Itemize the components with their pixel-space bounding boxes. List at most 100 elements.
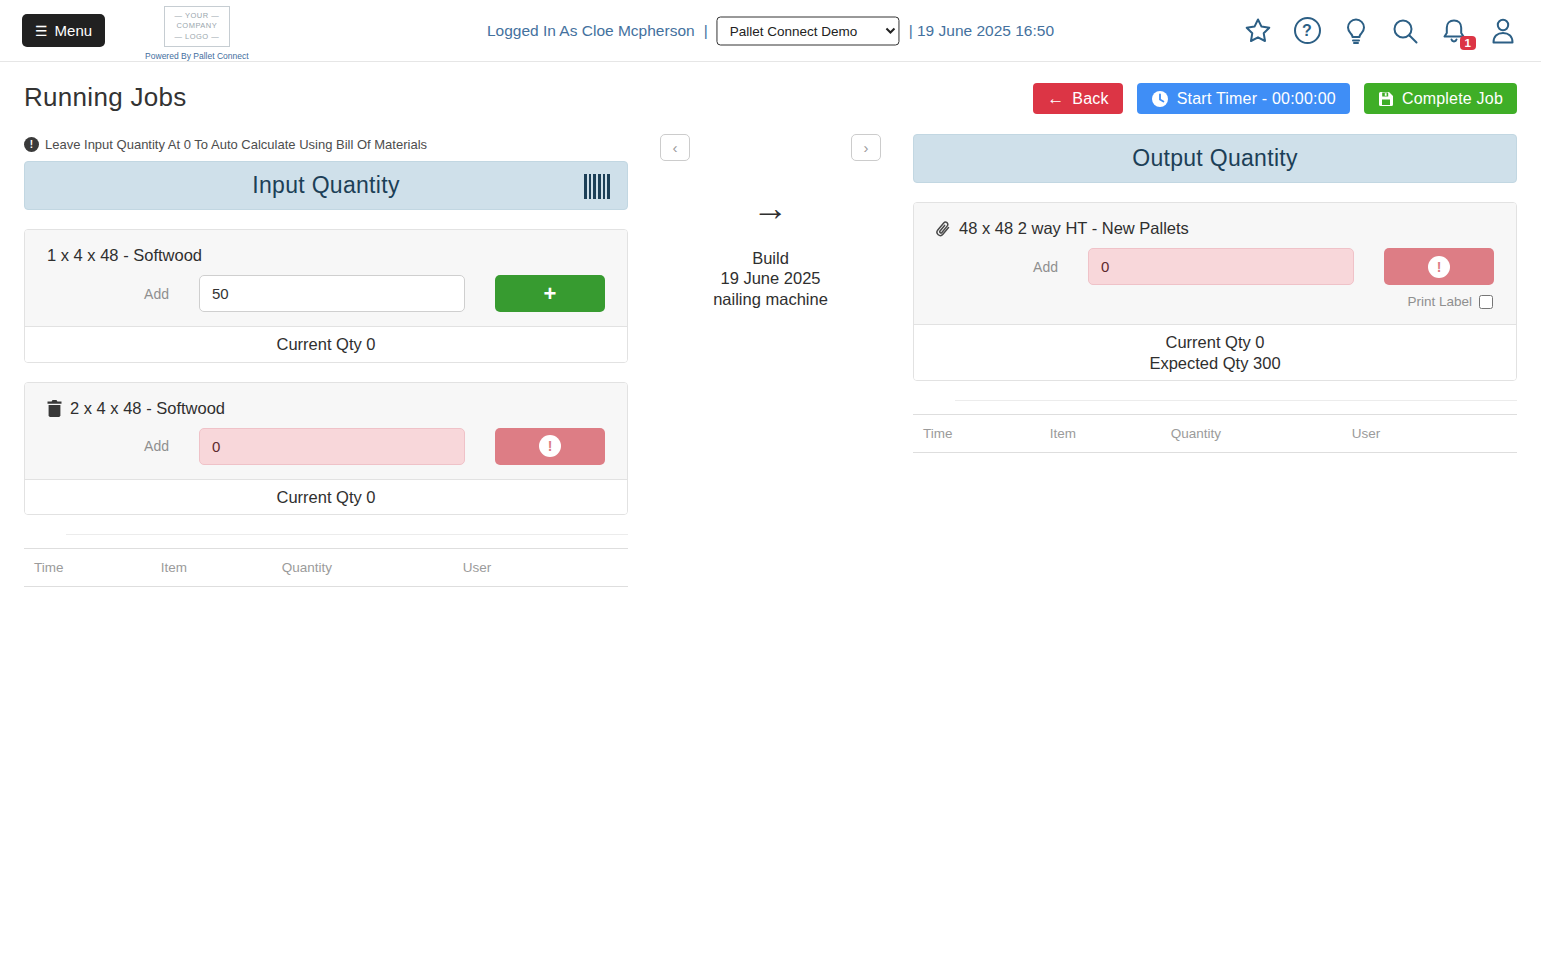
print-label-checkbox[interactable] [1479,295,1493,309]
col-header-quantity: Quantity [272,549,453,587]
print-label-text: Print Label [1407,294,1472,309]
current-qty-row: Current Qty 0 [25,326,627,362]
col-header-item: Item [1040,415,1161,453]
print-label-row: Print Label [936,285,1494,310]
chevron-right-icon: › [864,139,869,156]
datetime-text: | 19 June 2025 16:50 [909,22,1054,40]
input-log-table: Time Item Quantity User [24,548,628,587]
menu-button-label: Menu [55,22,93,39]
search-icon[interactable] [1389,15,1421,47]
action-buttons: ← Back Start Timer - 00:00:00 Complete J… [1033,83,1517,114]
separator-text: | [704,22,708,40]
page-header: Running Jobs ← Back Start Timer - 00:00:… [0,62,1541,122]
chevron-left-icon: ‹ [673,139,678,156]
logo-line-1: — YOUR — [171,11,223,21]
notification-count-badge: 1 [1460,36,1476,50]
back-arrow-icon: ← [1047,90,1064,107]
info-icon: ! [24,137,39,152]
ideas-lightbulb-icon[interactable] [1340,15,1372,47]
input-item-body: 1 x 4 x 48 - Softwood Add + [25,230,627,326]
previous-job-button[interactable]: ‹ [660,134,690,161]
trash-icon[interactable] [47,400,62,417]
add-output-disabled-button[interactable]: ! [1384,248,1494,285]
question-glyph: ? [1294,17,1321,44]
hamburger-icon: ☰ [35,24,48,38]
col-header-time: Time [24,549,151,587]
exclamation-icon: ! [539,435,561,457]
job-machine: nailing machine [713,289,828,309]
divider [66,534,628,535]
company-logo: — YOUR — COMPANY — LOGO — Powered By Pal… [145,6,248,60]
flow-arrow-icon: → [753,187,789,229]
job-action: Build [713,248,828,268]
top-bar: ☰ Menu — YOUR — COMPANY — LOGO — Powered… [0,0,1541,62]
page-title: Running Jobs [24,82,187,113]
powered-by-label: Powered By Pallet Connect [145,51,248,61]
col-header-quantity: Quantity [1161,415,1342,453]
start-timer-label: Start Timer - 00:00:00 [1177,90,1336,108]
col-header-user: User [1342,415,1517,453]
notifications-bell-icon[interactable]: 1 [1438,15,1470,47]
input-item-name: 1 x 4 x 48 - Softwood [47,246,605,265]
output-item-name: 48 x 48 2 way HT - New Pallets [959,219,1189,238]
session-info: Logged In As Cloe Mcpherson | Pallet Con… [487,16,1054,45]
output-quantity-header: Output Quantity [913,134,1517,183]
add-label: Add [936,259,1058,275]
next-job-button[interactable]: › [851,134,881,161]
output-current-qty: Current Qty 0 [920,332,1510,353]
add-quantity-button[interactable]: + [495,275,605,312]
add-row: Add ! [936,248,1494,285]
menu-button[interactable]: ☰ Menu [22,14,105,47]
current-qty-row: Current Qty 0 [25,479,627,515]
add-label: Add [47,286,169,302]
plus-icon: + [544,281,557,307]
barcode-scan-icon[interactable] [584,174,611,205]
main-content: ! Leave Input Quantity At 0 To Auto Calc… [0,134,1541,587]
output-item-body: 48 x 48 2 way HT - New Pallets Add ! Pri… [914,203,1516,324]
output-item-title-row: 48 x 48 2 way HT - New Pallets [936,219,1494,238]
input-item-card: 1 x 4 x 48 - Softwood Add + Current Qty … [24,229,628,363]
favorite-star-icon[interactable] [1242,15,1274,47]
input-panel: ! Leave Input Quantity At 0 To Auto Calc… [24,134,628,587]
job-summary: Build 19 June 2025 nailing machine [713,248,828,309]
logo-line-3: — LOGO — [171,32,223,42]
output-item-card: 48 x 48 2 way HT - New Pallets Add ! Pri… [913,202,1517,381]
transition-panel: ‹ › → Build 19 June 2025 nailing machine [628,134,913,309]
top-icon-group: ? 1 [1242,15,1519,47]
save-icon [1378,91,1394,107]
input-item-card: 2 x 4 x 48 - Softwood Add ! Current Qty … [24,382,628,516]
complete-job-label: Complete Job [1402,90,1503,108]
back-button-label: Back [1072,90,1108,108]
input-qty-field[interactable] [199,428,465,465]
output-panel: Output Quantity 48 x 48 2 way HT - New P… [913,134,1517,453]
input-quantity-title: Input Quantity [252,172,399,199]
output-qty-field[interactable] [1088,248,1354,285]
col-header-time: Time [913,415,1040,453]
complete-job-button[interactable]: Complete Job [1364,83,1517,114]
clock-icon [1151,90,1169,108]
col-header-user: User [453,549,628,587]
logged-in-text: Logged In As Cloe Mcpherson [487,22,695,40]
logo-line-2: COMPANY [171,21,223,31]
add-row: Add ! [47,428,605,465]
start-timer-button[interactable]: Start Timer - 00:00:00 [1137,83,1350,114]
paperclip-icon[interactable] [936,220,951,237]
output-quantity-title: Output Quantity [1132,145,1298,172]
job-nav: ‹ › [628,134,913,161]
input-item-body: 2 x 4 x 48 - Softwood Add ! [25,383,627,479]
input-note-text: Leave Input Quantity At 0 To Auto Calcul… [45,137,427,152]
add-row: Add + [47,275,605,312]
output-qty-row: Current Qty 0 Expected Qty 300 [914,324,1516,380]
job-date: 19 June 2025 [713,268,828,288]
add-label: Add [47,438,169,454]
user-profile-icon[interactable] [1487,15,1519,47]
input-quantity-header: Input Quantity [24,161,628,210]
back-button[interactable]: ← Back [1033,83,1123,114]
help-icon[interactable]: ? [1291,15,1323,47]
add-quantity-disabled-button[interactable]: ! [495,428,605,465]
output-expected-qty: Expected Qty 300 [920,353,1510,374]
company-select[interactable]: Pallet Connect Demo [717,16,900,45]
input-qty-field[interactable] [199,275,465,312]
input-note: ! Leave Input Quantity At 0 To Auto Calc… [24,134,628,154]
output-log-table: Time Item Quantity User [913,414,1517,453]
